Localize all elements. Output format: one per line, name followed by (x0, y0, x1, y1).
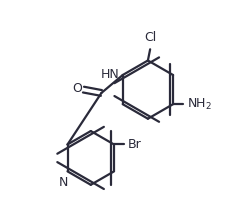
Text: O: O (72, 82, 82, 95)
Text: Br: Br (127, 138, 141, 151)
Text: HN: HN (100, 68, 119, 81)
Text: NH$_2$: NH$_2$ (186, 97, 211, 112)
Text: N: N (58, 176, 68, 189)
Text: Cl: Cl (144, 31, 156, 44)
